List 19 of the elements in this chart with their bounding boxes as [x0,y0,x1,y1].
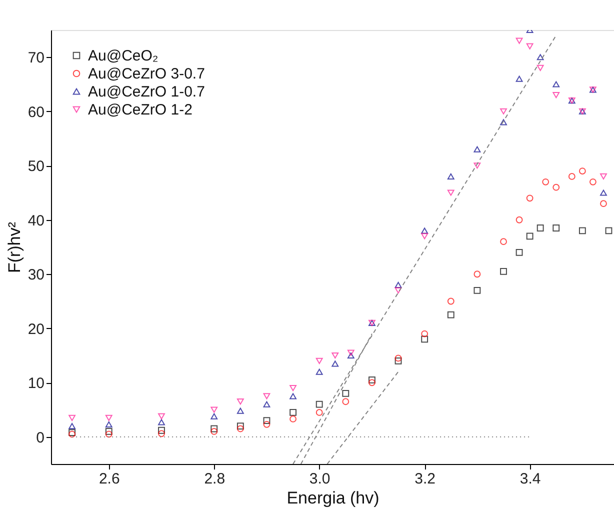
x-tick-label: 3.0 [309,470,330,488]
x-tick-label: 2.8 [204,470,226,488]
y-tick-label: 30 [28,266,44,284]
legend-label: Au@CeZrO 1-0.7 [88,84,205,100]
legend-label: Au@CeZrO 3-0.7 [88,66,205,82]
x-axis-title: Energia (hv) [286,488,380,508]
y-axis-title: F(r)hv² [4,222,24,273]
x-tick-label: 3.2 [414,470,436,488]
legend-label: Au@CeZrO 1-2 [88,102,192,118]
y-tick-label: 0 [36,429,44,446]
x-tick-label: 2.6 [98,470,120,488]
y-tick-label: 70 [28,50,44,67]
y-tick-label: 20 [28,320,44,338]
legend-label: Au@CeO₂ [88,48,158,64]
x-tick-label: 3.4 [520,470,541,488]
y-tick-label: 50 [28,158,44,176]
y-tick-label: 10 [28,375,44,392]
y-tick-label: 60 [28,104,44,121]
y-tick-label: 40 [28,212,44,230]
